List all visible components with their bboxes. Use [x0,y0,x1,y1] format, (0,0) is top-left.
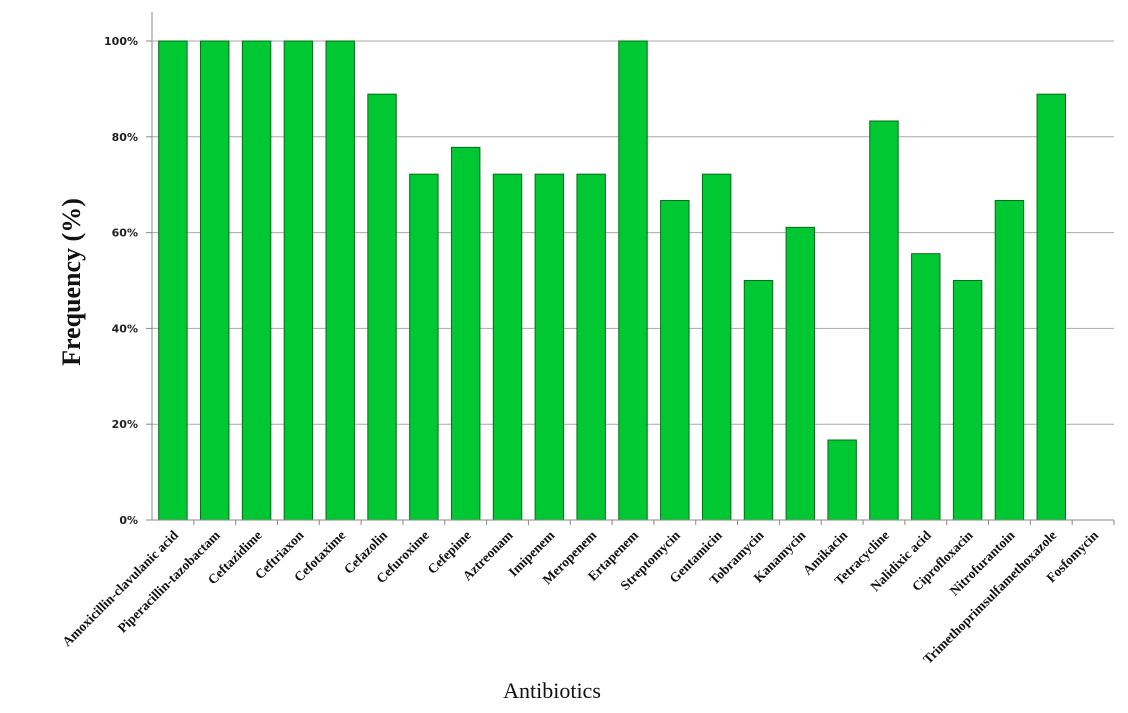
y-tick-label: 20% [112,418,138,431]
bars [158,40,1066,521]
bar [952,280,983,521]
bar [785,226,816,521]
y-tick-labels: 0% 20% 40% 60% 80% 100% [104,35,138,527]
bar [409,173,439,521]
bar [743,280,774,521]
bar [241,40,272,521]
y-tick-label: 40% [112,322,138,335]
y-tick-label: 0% [119,514,138,527]
bar [701,173,732,521]
bar [994,200,1025,521]
bar [492,173,523,521]
bar [450,146,481,521]
bar [200,40,230,521]
bar [1036,93,1066,521]
bar [827,439,857,521]
x-tick-labels: Amoxicillin-clavulanic acidPiperacillin-… [59,527,1101,667]
bar [869,120,899,521]
x-axis-title: Antibiotics [503,678,601,703]
y-tick-label: 60% [112,227,138,240]
y-axis-title: Frequency (%) [57,198,86,366]
bar [618,40,648,521]
bar [158,40,188,521]
bar [911,253,941,521]
bar [660,200,690,521]
y-tick-label: 80% [112,131,138,144]
bar [534,173,565,521]
y-tick-label: 100% [104,35,138,48]
bar [325,40,355,521]
bar [576,173,606,521]
bar [367,93,397,521]
bar [283,40,314,521]
axes [146,12,1115,525]
